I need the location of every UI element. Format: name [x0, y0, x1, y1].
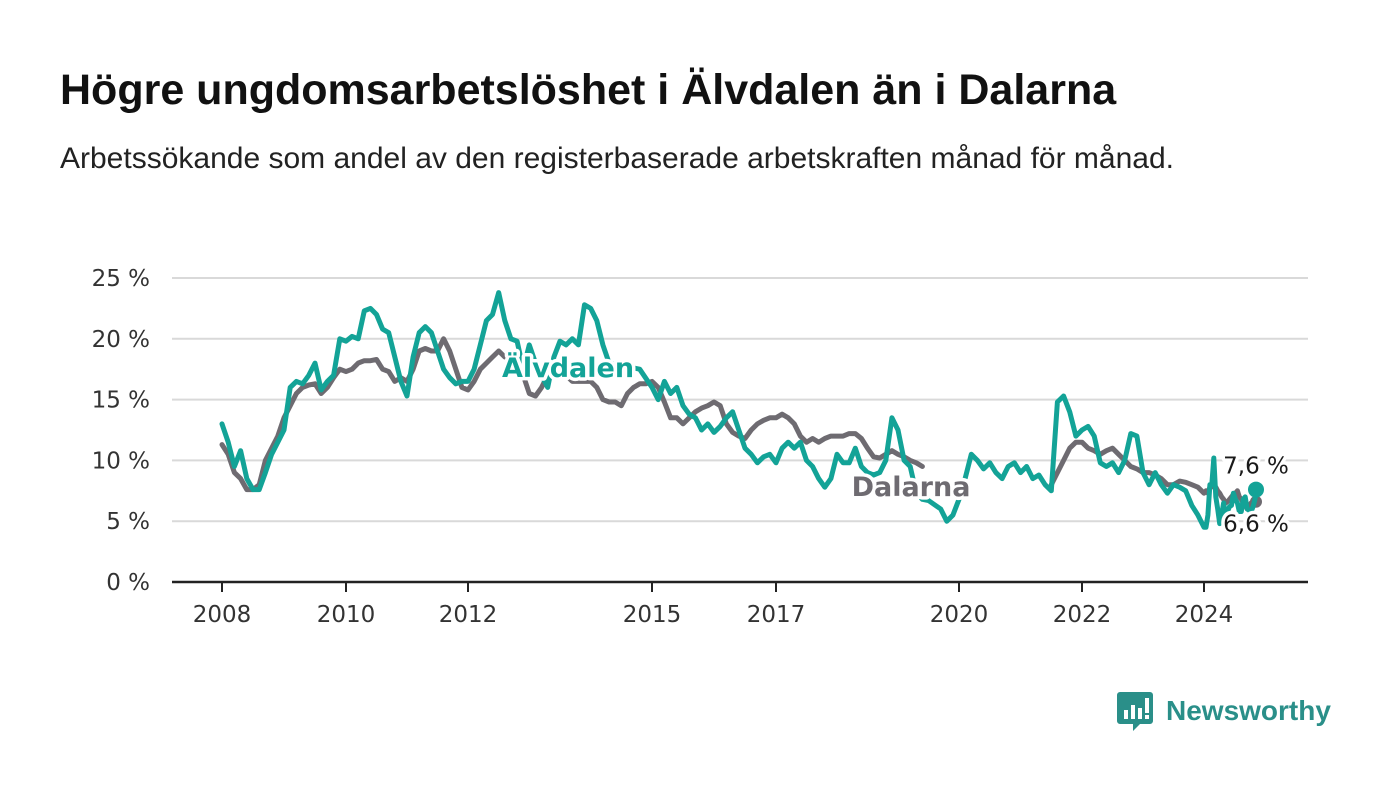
series-line-alvdalen [219, 290, 1259, 530]
end-label-dalarna: 6,6 % [1223, 512, 1289, 538]
end-label-dalarna-halo: 6,6 % [1223, 512, 1289, 538]
x-tick-label: 2010 [317, 602, 376, 628]
y-tick-label: 5 % [106, 509, 150, 535]
end-label-alvdalen: 7,6 % [1223, 454, 1289, 480]
series-label-dalarna: Dalarna [852, 472, 971, 503]
x-tick-label: 2015 [623, 602, 682, 628]
x-axis-ticks: 2008 2010 2012 2015 2017 2020 2022 2024 [172, 580, 1308, 628]
chart-title: Högre ungdomsarbetslöshet i Älvdalen än … [60, 66, 1117, 114]
grid-lines [172, 277, 1308, 523]
brand-name: Newsworthy [1166, 695, 1331, 726]
series-line-dalarna [219, 336, 925, 493]
series-label-alvdalen-halo: Älvdalen [502, 352, 634, 384]
series-lines [219, 290, 1264, 530]
y-axis-ticks: 0 % 5 % 10 % 15 % 20 % 25 % [92, 266, 150, 596]
series-label-alvdalen: Älvdalen [502, 352, 634, 384]
y-tick-label: 10 % [92, 448, 150, 474]
y-tick-label: 20 % [92, 327, 150, 353]
x-tick-label: 2008 [193, 602, 252, 628]
end-label-alvdalen-halo: 7,6 % [1223, 454, 1289, 480]
end-point-alvdalen [1248, 481, 1264, 498]
newsworthy-logo-icon [1117, 692, 1153, 731]
x-tick-label: 2012 [439, 602, 498, 628]
x-tick-label: 2017 [747, 602, 806, 628]
y-tick-label: 25 % [92, 266, 150, 292]
x-tick-label: 2020 [930, 602, 989, 628]
chart-subtitle: Arbetssökande som andel av den registerb… [60, 142, 1174, 175]
y-tick-label: 0 % [106, 570, 150, 596]
x-tick-label: 2024 [1175, 602, 1234, 628]
series-label-dalarna-halo: Dalarna [852, 472, 971, 503]
y-tick-label: 15 % [92, 388, 150, 414]
series-line-dalarna [1048, 439, 1259, 512]
x-tick-label: 2022 [1053, 602, 1112, 628]
brand-logo: Newsworthy [1116, 690, 1331, 732]
